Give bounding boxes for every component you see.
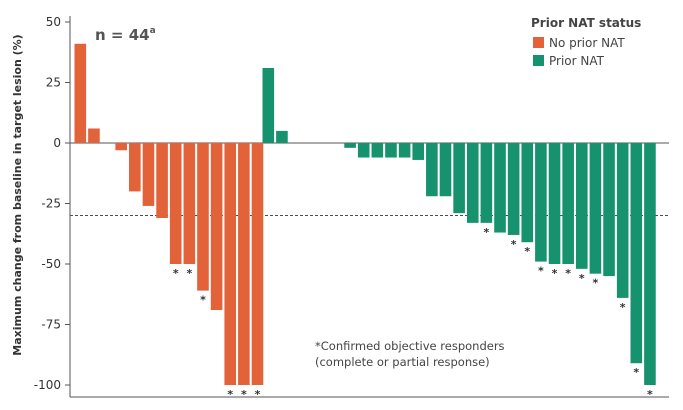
y-tick-label: -50 bbox=[41, 257, 61, 271]
y-tick-label: 0 bbox=[53, 136, 61, 150]
bar-prior-nat bbox=[548, 143, 561, 264]
bar-no-prior-nat bbox=[251, 143, 264, 385]
bar-no-prior-nat bbox=[129, 143, 141, 192]
responder-marker: * bbox=[593, 277, 599, 290]
responder-marker: * bbox=[255, 388, 261, 401]
responder-note-line-1: *Confirmed objective responders bbox=[315, 339, 505, 353]
legend-entry-prior-nat: Prior NAT bbox=[533, 54, 605, 68]
bar-no-prior-nat bbox=[142, 143, 155, 206]
bar-prior-nat bbox=[521, 143, 534, 243]
y-tick-label: 25 bbox=[46, 76, 61, 90]
bar-prior-nat bbox=[426, 143, 438, 197]
bar-prior-nat bbox=[589, 143, 602, 274]
bar-no-prior-nat bbox=[197, 143, 209, 291]
responder-marker: * bbox=[565, 267, 571, 280]
y-tick-label: 50 bbox=[46, 15, 61, 29]
bar-prior-nat bbox=[371, 143, 384, 158]
responder-note-line-2: (complete or partial response) bbox=[315, 355, 490, 369]
responder-marker: * bbox=[483, 226, 489, 239]
responder-marker: * bbox=[620, 301, 626, 314]
responder-marker: * bbox=[647, 388, 653, 401]
bar-prior-nat bbox=[466, 143, 479, 223]
responder-marker: * bbox=[186, 267, 192, 280]
bar-no-prior-nat bbox=[238, 143, 250, 385]
legend-swatch-prior-nat bbox=[533, 55, 544, 66]
responder-marker: * bbox=[173, 267, 179, 280]
bar-prior-nat bbox=[616, 143, 629, 298]
bar-prior-nat bbox=[507, 143, 520, 235]
sample-size-label: n = 44a bbox=[95, 26, 156, 44]
legend-label-prior-nat: Prior NAT bbox=[549, 54, 605, 68]
bar-prior-nat bbox=[262, 67, 275, 143]
bar-no-prior-nat bbox=[115, 143, 127, 151]
responder-marker: * bbox=[227, 388, 233, 401]
bar-prior-nat bbox=[344, 143, 356, 148]
legend-entry-no-prior-nat: No prior NAT bbox=[533, 36, 625, 50]
y-tick-label: -75 bbox=[41, 318, 61, 332]
bar-prior-nat bbox=[535, 143, 547, 262]
bar-no-prior-nat bbox=[210, 143, 223, 310]
bar-no-prior-nat bbox=[183, 143, 196, 264]
legend-title: Prior NAT status bbox=[531, 16, 641, 30]
bar-prior-nat bbox=[385, 143, 397, 158]
bar-no-prior-nat bbox=[88, 128, 100, 143]
bar-prior-nat bbox=[630, 143, 643, 364]
responder-marker: * bbox=[552, 267, 558, 280]
responder-marker: * bbox=[511, 238, 517, 251]
bar-prior-nat bbox=[480, 143, 493, 223]
responder-marker: * bbox=[579, 272, 585, 285]
bar-prior-nat bbox=[453, 143, 465, 214]
bar-prior-nat bbox=[562, 143, 574, 264]
responder-marker: * bbox=[633, 366, 639, 379]
responder-marker: * bbox=[200, 294, 206, 307]
bar-prior-nat bbox=[357, 143, 370, 158]
bar-prior-nat bbox=[412, 143, 425, 160]
bar-prior-nat bbox=[439, 143, 452, 197]
legend-label-no-prior-nat: No prior NAT bbox=[549, 36, 625, 50]
responder-marker: * bbox=[538, 265, 544, 278]
bar-no-prior-nat bbox=[224, 143, 237, 385]
bar-prior-nat bbox=[398, 143, 411, 158]
bar-prior-nat bbox=[603, 143, 615, 277]
bar-prior-nat bbox=[644, 143, 656, 385]
responder-marker: * bbox=[524, 245, 530, 258]
responder-marker: * bbox=[241, 388, 247, 401]
y-axis-title: Maximum change from baseline in target l… bbox=[11, 34, 24, 355]
y-tick-label: -25 bbox=[41, 197, 61, 211]
bar-no-prior-nat bbox=[156, 143, 168, 219]
bar-no-prior-nat bbox=[169, 143, 182, 264]
bar-prior-nat bbox=[575, 143, 588, 269]
bar-no-prior-nat bbox=[74, 43, 87, 143]
bar-prior-nat bbox=[494, 143, 506, 233]
bar-prior-nat bbox=[276, 130, 288, 143]
legend-swatch-no-prior-nat bbox=[533, 37, 544, 48]
y-tick-label: -100 bbox=[34, 378, 61, 392]
